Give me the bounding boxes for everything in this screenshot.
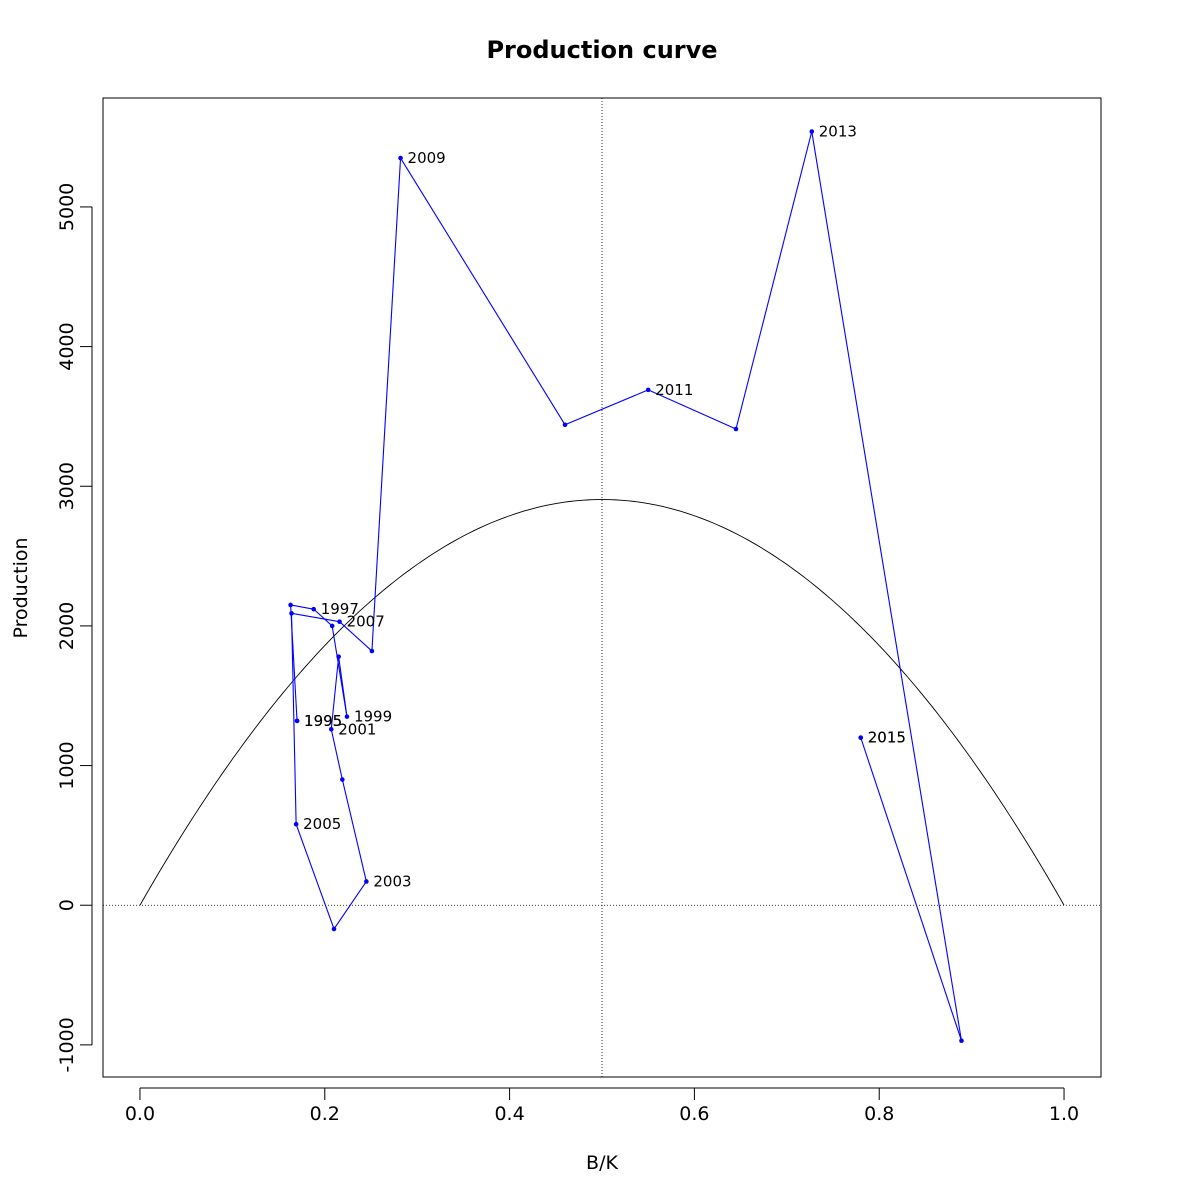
series-segment [564, 389, 649, 426]
x-axis-label: B/K [586, 1152, 618, 1174]
series-segment [290, 604, 314, 610]
point-label: 2001 [338, 720, 376, 738]
data-point [331, 926, 337, 932]
series-segment [330, 656, 340, 730]
data-point [364, 879, 369, 884]
x-tick-label: 0.4 [494, 1103, 524, 1125]
series-segment [338, 656, 348, 717]
data-point [398, 155, 403, 161]
production-curve [139, 499, 1065, 906]
data-point [959, 1038, 964, 1043]
series-segment [371, 158, 402, 652]
point-label: 2015 [868, 729, 906, 747]
y-axis-label: Production [10, 537, 32, 638]
data-point [858, 735, 864, 740]
point-label: 1999 [354, 708, 392, 726]
data-point [369, 648, 375, 654]
reference-lines [103, 98, 1101, 1077]
series-segment [735, 131, 813, 430]
point-label: 2013 [819, 123, 857, 141]
data-point [328, 726, 334, 732]
data-point [336, 654, 341, 659]
data-point [293, 821, 299, 827]
data-point [329, 623, 335, 629]
x-tick-label: 1.0 [1049, 1103, 1079, 1125]
data-point [344, 714, 350, 719]
series-segment [339, 621, 373, 652]
y-tick-label: 1000 [56, 741, 78, 789]
point-label: 1995 [304, 712, 342, 730]
y-tick-label: -1000 [56, 1017, 78, 1072]
y-tick-label: 4000 [56, 322, 78, 370]
point-label: 2003 [373, 872, 411, 890]
series-segment [313, 608, 333, 627]
data-point [733, 426, 739, 432]
y-tick-label: 2000 [56, 602, 78, 650]
series-segment [860, 737, 962, 1041]
series-segment [291, 612, 340, 623]
x-tick-label: 0.0 [125, 1103, 155, 1125]
point-label: 2007 [347, 613, 385, 631]
x-axis: 0.0 0.2 0.4 0.6 0.8 1.0 [125, 1087, 1079, 1125]
data-point [294, 718, 300, 724]
series-segment [330, 729, 343, 780]
series-segment [295, 824, 335, 930]
data-point [288, 602, 293, 608]
series-layer [288, 129, 964, 1043]
point-label: 1997 [321, 600, 359, 618]
series-segment [290, 613, 297, 825]
y-axis: -1000 0 1000 2000 3000 4000 5000 [56, 183, 93, 1072]
y-tick-label: 5000 [56, 183, 78, 231]
point-label: 2015 [868, 729, 906, 747]
point-label: 1995 [304, 712, 342, 730]
x-tick-label: 0.2 [310, 1103, 340, 1125]
point-label-layer: 1995199519971999200120032005200720092011… [303, 123, 906, 891]
point-label: 2005 [303, 815, 341, 833]
point-label: 2009 [408, 149, 446, 167]
data-point [809, 129, 815, 134]
production-curve-layer [139, 499, 1065, 906]
series-segment [400, 157, 566, 426]
data-point [311, 606, 316, 612]
y-tick-label: 3000 [56, 462, 78, 510]
data-point [645, 387, 651, 393]
data-point [340, 777, 345, 782]
series-segment [647, 389, 737, 430]
point-label: 2011 [655, 381, 693, 399]
x-tick-label: 0.6 [679, 1103, 709, 1125]
chart-title: Production curve [486, 36, 717, 64]
series-segment [333, 881, 367, 930]
data-point [289, 611, 294, 616]
series-segment [341, 779, 367, 882]
series-segment [811, 131, 963, 1041]
x-tick-label: 0.8 [864, 1103, 894, 1125]
y-tick-label: 0 [56, 899, 78, 911]
data-point [562, 422, 568, 428]
data-point [337, 619, 342, 625]
